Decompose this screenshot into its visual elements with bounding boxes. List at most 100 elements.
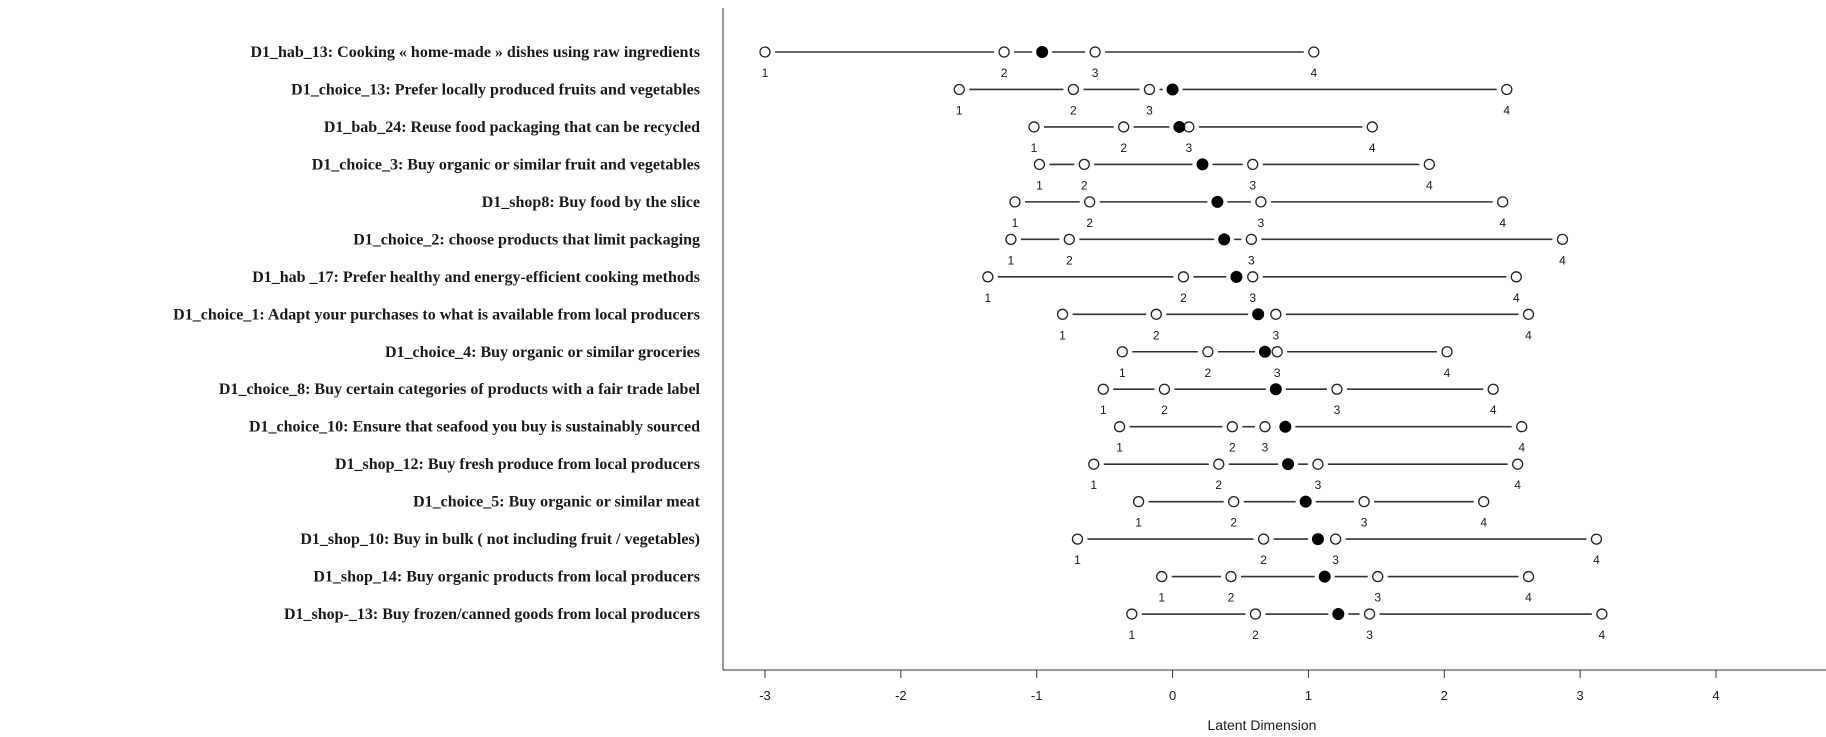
threshold-label: 4 xyxy=(1444,366,1451,380)
threshold-marker xyxy=(982,271,994,283)
threshold-label: 3 xyxy=(1334,403,1341,417)
item-label: D1_choice_13: Prefer locally produced fr… xyxy=(291,81,700,98)
threshold-marker xyxy=(1183,121,1195,133)
item-label: D1_shop_12: Buy fresh produce from local… xyxy=(335,456,700,473)
threshold-label: 3 xyxy=(1361,516,1368,530)
item-location-marker xyxy=(1311,533,1324,546)
threshold-marker xyxy=(1056,308,1069,320)
threshold-marker xyxy=(1358,495,1370,508)
item-location-marker xyxy=(1282,458,1295,471)
threshold-marker xyxy=(1078,158,1090,171)
item-location-marker xyxy=(1269,383,1282,396)
threshold-marker xyxy=(1511,458,1524,470)
threshold-marker xyxy=(1143,83,1156,96)
threshold-label: 1 xyxy=(1090,478,1097,492)
threshold-label: 3 xyxy=(1248,253,1255,267)
threshold-label: 4 xyxy=(1311,66,1318,80)
threshold-marker xyxy=(1118,121,1130,133)
item-location-marker xyxy=(1211,195,1224,208)
threshold-marker xyxy=(1097,383,1109,395)
threshold-marker xyxy=(1423,158,1435,171)
x-tick-label: 0 xyxy=(1169,688,1176,703)
threshold-marker xyxy=(1556,233,1569,246)
threshold-marker xyxy=(759,46,771,58)
threshold-marker xyxy=(1225,570,1237,583)
threshold-marker xyxy=(1259,421,1271,433)
threshold-label: 1 xyxy=(762,66,769,80)
item-label: D1_choice_1: Adapt your purchases to wha… xyxy=(173,306,700,323)
threshold-label: 1 xyxy=(1135,516,1142,530)
threshold-label: 1 xyxy=(1119,366,1126,380)
threshold-label: 4 xyxy=(1503,103,1510,117)
item-label: D1_choice_5: Buy organic or similar meat xyxy=(413,494,701,511)
item-label: D1_bab_24: Reuse food packaging that can… xyxy=(324,119,700,136)
item-label: D1_hab _17: Prefer healthy and energy-ef… xyxy=(252,269,700,286)
threshold-marker xyxy=(1247,271,1259,283)
threshold-label: 1 xyxy=(956,103,963,117)
threshold-marker xyxy=(1033,158,1046,171)
item-row: D1_bab_24: Reuse food packaging that can… xyxy=(324,119,1378,155)
threshold-label: 2 xyxy=(1081,178,1088,192)
threshold-marker xyxy=(1596,608,1608,620)
threshold-marker xyxy=(1067,83,1080,96)
threshold-label: 2 xyxy=(1066,253,1073,267)
threshold-label: 4 xyxy=(1499,216,1506,230)
threshold-label: 3 xyxy=(1315,478,1322,492)
threshold-label: 2 xyxy=(1228,591,1235,605)
threshold-marker xyxy=(1249,608,1262,620)
threshold-marker xyxy=(1478,495,1490,508)
threshold-label: 4 xyxy=(1599,628,1606,642)
item-row: D1_choice_2: choose products that limit … xyxy=(353,231,1569,267)
threshold-label: 2 xyxy=(1001,66,1008,80)
x-tick-label: -2 xyxy=(895,688,907,703)
threshold-label: 4 xyxy=(1514,478,1521,492)
threshold-label: 4 xyxy=(1593,553,1600,567)
threshold-marker xyxy=(1126,608,1138,620)
threshold-marker xyxy=(1312,458,1324,470)
threshold-marker xyxy=(1270,308,1282,320)
threshold-label: 2 xyxy=(1153,328,1160,342)
threshold-marker xyxy=(1113,421,1126,433)
threshold-marker xyxy=(1522,308,1535,320)
item-label: D1_shop-_13: Buy frozen/canned goods fro… xyxy=(284,606,700,623)
threshold-label: 3 xyxy=(1258,216,1265,230)
threshold-label: 3 xyxy=(1274,366,1281,380)
threshold-marker xyxy=(1156,570,1168,583)
threshold-label: 4 xyxy=(1426,178,1433,192)
threshold-marker xyxy=(1088,458,1100,470)
item-label: D1_choice_10: Ensure that seafood you bu… xyxy=(249,419,700,436)
threshold-label: 1 xyxy=(1116,441,1123,455)
item-row: D1_shop-_13: Buy frozen/canned goods fro… xyxy=(284,606,1608,642)
item-row: D1_choice_1: Adapt your purchases to wha… xyxy=(173,306,1535,342)
item-label: D1_shop_10: Buy in bulk ( not including … xyxy=(300,531,700,548)
item-row: D1_choice_5: Buy organic or similar meat… xyxy=(413,494,1490,530)
threshold-label: 4 xyxy=(1559,253,1566,267)
threshold-marker xyxy=(998,46,1010,58)
x-tick-label: -1 xyxy=(1031,688,1043,703)
item-row: D1_choice_13: Prefer locally produced fr… xyxy=(291,81,1513,117)
item-row: D1_shop_14: Buy organic products from lo… xyxy=(313,569,1535,605)
threshold-label: 1 xyxy=(1008,253,1015,267)
threshold-marker xyxy=(1028,121,1040,133)
item-location-marker xyxy=(1173,120,1186,133)
threshold-marker xyxy=(1150,308,1162,320)
threshold-marker xyxy=(1329,533,1342,545)
threshold-marker xyxy=(1089,46,1101,58)
x-tick-label: 3 xyxy=(1577,688,1584,703)
threshold-label: 3 xyxy=(1374,591,1381,605)
threshold-label: 1 xyxy=(1031,141,1038,155)
threshold-label: 4 xyxy=(1518,441,1525,455)
item-row: D1_shop_12: Buy fresh produce from local… xyxy=(335,456,1524,492)
item-label: D1_hab_13: Cooking « home-made » dishes … xyxy=(250,44,700,61)
threshold-label: 2 xyxy=(1215,478,1222,492)
threshold-label: 3 xyxy=(1186,141,1193,155)
threshold-label: 2 xyxy=(1252,628,1259,642)
threshold-marker xyxy=(1257,533,1270,545)
threshold-label: 4 xyxy=(1480,516,1487,530)
threshold-label: 4 xyxy=(1490,403,1497,417)
threshold-marker xyxy=(1132,495,1145,508)
threshold-marker xyxy=(1228,495,1240,508)
item-location-marker xyxy=(1318,570,1331,583)
threshold-marker xyxy=(1331,383,1343,395)
